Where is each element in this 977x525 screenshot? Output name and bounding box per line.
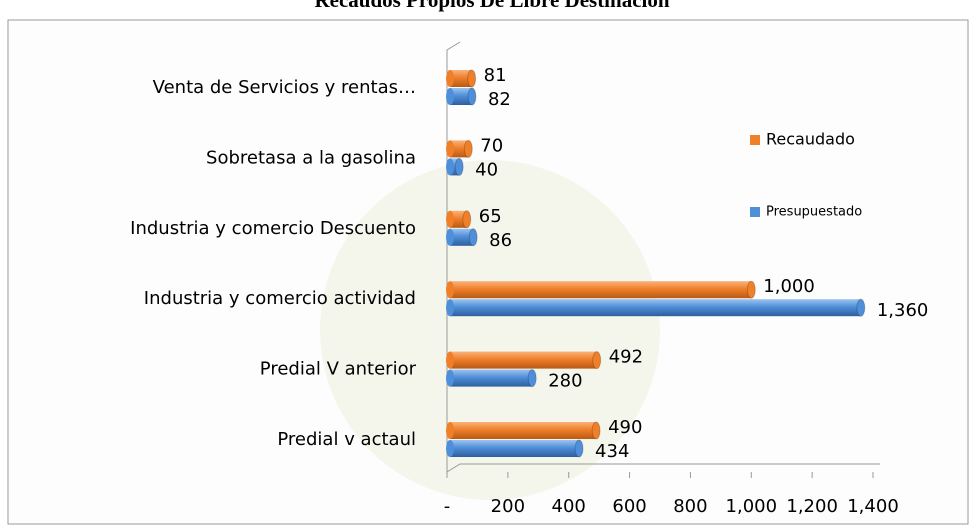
bar (450, 352, 597, 369)
bar (450, 440, 579, 457)
bar-cap (528, 370, 536, 387)
bar-cap (468, 88, 476, 105)
category-label: Industria y comercio Descuento (130, 218, 416, 239)
x-tick-label: - (444, 496, 451, 517)
x-tick-label: 1,200 (786, 496, 838, 517)
x-tick-label: 600 (612, 496, 646, 517)
category-label: Venta de Servicios y rentas… (153, 77, 416, 98)
category-label: Sobretasa a la gasolina (206, 147, 416, 168)
value-label: 1,000 (763, 276, 815, 297)
value-label: 1,360 (877, 300, 929, 321)
legend-label: Recaudado (766, 130, 855, 149)
chart-title: Recaudos Propios De Libre Destinación (314, 0, 669, 12)
bar-cap (464, 140, 472, 157)
x-tick-label: 1,400 (847, 496, 899, 517)
legend-swatch (750, 135, 760, 145)
bar-cap (593, 352, 601, 369)
bar-cap (857, 299, 865, 316)
legend-label: Presupuestado (766, 205, 862, 220)
value-label: 70 (480, 135, 503, 156)
bar-cap (455, 158, 463, 175)
bar-base (446, 299, 454, 316)
bar-base (446, 88, 454, 105)
bar-cap (592, 422, 600, 439)
x-tick-label: 1,000 (726, 496, 778, 517)
value-label: 492 (609, 347, 643, 368)
bar-base (446, 370, 454, 387)
x-tick-label: 800 (673, 496, 707, 517)
bar-cap (468, 70, 476, 87)
bar-base (446, 140, 454, 157)
bar-base (446, 440, 454, 457)
bar-base (446, 229, 454, 246)
bar (450, 281, 751, 298)
bar-base (446, 211, 454, 228)
value-label: 40 (475, 159, 498, 180)
bar-cap (575, 440, 583, 457)
category-label: Predial v actaul (277, 429, 416, 450)
value-label: 86 (489, 230, 512, 251)
bar-base (446, 158, 454, 175)
bar-base (446, 281, 454, 298)
category-label: Predial V anterior (260, 359, 417, 380)
bar (450, 299, 861, 316)
chart: Recaudos Propios De Libre Destinación - 2… (0, 0, 977, 525)
value-label: 65 (479, 206, 502, 227)
x-tick-label: 200 (491, 496, 525, 517)
value-label: 280 (548, 371, 582, 392)
bar-cap (747, 281, 755, 298)
bar-base (446, 352, 454, 369)
bar (450, 370, 532, 387)
x-tick-label: 400 (552, 496, 586, 517)
value-label: 82 (488, 89, 511, 110)
category-label: Industria y comercio actividad (144, 288, 416, 309)
bar (450, 422, 596, 439)
value-label: 81 (484, 65, 507, 86)
value-label: 434 (595, 441, 629, 462)
value-label: 490 (608, 417, 642, 438)
bar-base (446, 422, 454, 439)
legend-swatch (750, 207, 760, 217)
bar-cap (463, 211, 471, 228)
bar-cap (469, 229, 477, 246)
bar-base (446, 70, 454, 87)
